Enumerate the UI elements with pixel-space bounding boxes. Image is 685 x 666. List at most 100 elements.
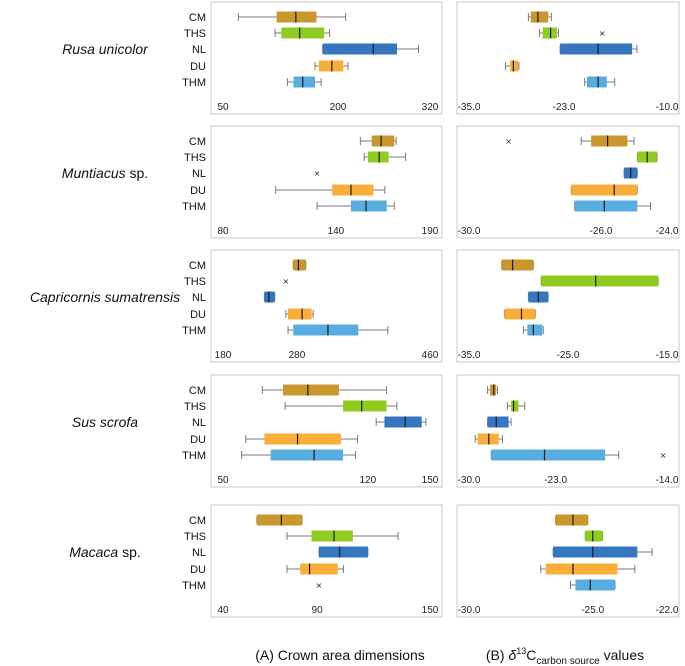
- tick-label: 140: [328, 226, 345, 237]
- tick-label: 150: [422, 605, 439, 616]
- box-rect: [575, 579, 616, 591]
- category-label-thm: THM: [182, 77, 206, 89]
- tick-label: 90: [312, 605, 324, 616]
- panel-a-row-0: 50 200 320 CM THS NL DU THM Rusa unicolor: [62, 1, 443, 115]
- box-cm: [487, 384, 498, 396]
- box-rect: [343, 400, 387, 412]
- panel-frame: [210, 504, 443, 618]
- tick-label: -35.0: [458, 102, 481, 113]
- box-rect: [530, 11, 549, 23]
- tick-label: -35.0: [458, 350, 481, 361]
- panel-frame: [210, 249, 443, 363]
- box-rect: [293, 76, 315, 88]
- category-label-du: DU: [190, 564, 206, 576]
- box-rect: [293, 324, 359, 336]
- tick-label: -14.0: [656, 475, 679, 486]
- box-rect: [322, 43, 398, 55]
- species-label: Rusa unicolor: [62, 41, 149, 57]
- box-rect: [504, 308, 536, 320]
- box-rect: [587, 76, 607, 88]
- category-label-cm: CM: [189, 515, 206, 527]
- box-du: [504, 60, 520, 72]
- tick-label: 80: [217, 226, 229, 237]
- box-rect: [501, 259, 534, 271]
- panel-b-row-3: -30.0 -23.0 -14.0 ×: [456, 374, 680, 488]
- box-rect: [560, 43, 633, 55]
- tick-label: 50: [217, 475, 229, 486]
- category-label-thm: THM: [182, 580, 206, 592]
- box-du: [570, 184, 638, 196]
- species-label: Capricornis sumatrensis: [30, 289, 180, 305]
- box-cm: [527, 11, 552, 23]
- box-rect: [367, 151, 389, 163]
- box-thm: [569, 579, 616, 591]
- box-rect: [276, 11, 317, 23]
- tick-label: -22.0: [656, 605, 679, 616]
- species-label: Muntiacus sp.: [62, 165, 148, 181]
- outlier-marker: ×: [314, 169, 321, 178]
- box-rect: [281, 27, 325, 39]
- tick-label: 40: [217, 605, 229, 616]
- box-rect: [571, 184, 638, 196]
- panel-b-row-1: -30.0 -26.0 -24.0 ×: [456, 125, 680, 239]
- box-rect: [490, 384, 497, 396]
- box-rect: [264, 291, 275, 303]
- box-rect: [574, 200, 638, 212]
- category-label-du: DU: [190, 434, 206, 446]
- tick-label: 120: [360, 475, 377, 486]
- box-du: [474, 433, 503, 445]
- category-label-nl: NL: [192, 44, 206, 56]
- box-rect: [511, 400, 519, 412]
- panel-a-row-3: 50 120 150 CM THS NL DU THM Sus scrofa: [72, 374, 443, 488]
- tick-label: -26.0: [590, 226, 613, 237]
- tick-label: -30.0: [458, 475, 481, 486]
- box-rect: [384, 416, 422, 428]
- box-du: [540, 563, 636, 575]
- tick-label: -30.0: [458, 605, 481, 616]
- category-label-ths: THS: [184, 531, 206, 543]
- category-label-cm: CM: [189, 385, 206, 397]
- box-rect: [283, 384, 339, 396]
- box-cm: [359, 135, 397, 147]
- tick-label: 190: [422, 226, 439, 237]
- category-label-nl: NL: [192, 168, 206, 180]
- category-label-ths: THS: [184, 28, 206, 40]
- box-rect: [270, 449, 344, 461]
- box-cm: [555, 514, 589, 526]
- tick-label: -25.0: [581, 605, 604, 616]
- tick-label: -23.0: [553, 102, 576, 113]
- species-label: Macaca sp.: [69, 544, 141, 560]
- box-rect: [350, 200, 387, 212]
- box-ths: [636, 151, 658, 163]
- box-rect: [318, 60, 344, 72]
- box-ths: [540, 275, 659, 287]
- box-rect: [510, 60, 519, 72]
- category-label-du: DU: [190, 61, 206, 73]
- box-cm: [256, 514, 303, 526]
- box-cm: [501, 259, 534, 271]
- box-cm: [237, 11, 347, 23]
- box-du: [504, 308, 536, 320]
- panel-b-row-2: -35.0 -25.0 -15.0: [456, 249, 680, 363]
- category-label-ths: THS: [184, 401, 206, 413]
- box-ths: [286, 530, 399, 542]
- box-ths: ×: [538, 27, 605, 39]
- tick-label: -10.0: [656, 102, 679, 113]
- panel-frame: [210, 1, 443, 115]
- box-thm: [286, 76, 322, 88]
- box-du: [314, 60, 349, 72]
- box-rect: [545, 563, 618, 575]
- box-cm: ×: [505, 135, 635, 147]
- species-label: Sus scrofa: [72, 414, 138, 430]
- box-ths: [584, 530, 604, 542]
- box-thm: [584, 76, 616, 88]
- category-label-thm: THM: [182, 450, 206, 462]
- outlier-marker: ×: [505, 137, 512, 146]
- box-nl: [318, 546, 369, 558]
- box-thm: [574, 200, 651, 212]
- box-rect: [553, 546, 638, 558]
- box-ths: [284, 400, 398, 412]
- box-thm: ×: [316, 581, 323, 590]
- tick-label: -30.0: [458, 226, 481, 237]
